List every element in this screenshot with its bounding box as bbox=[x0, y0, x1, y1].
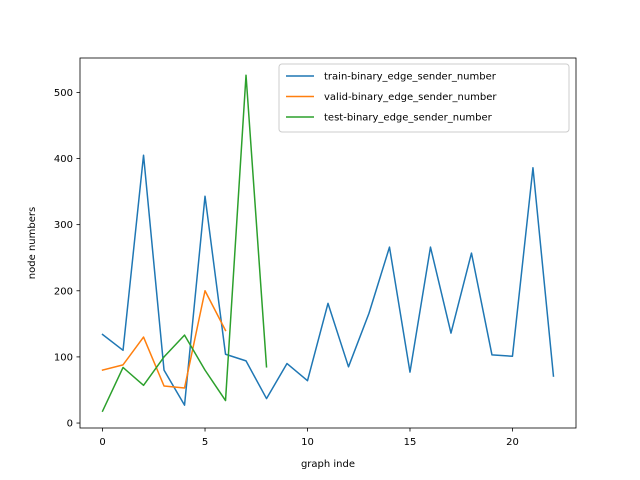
y-tick-label: 400 bbox=[54, 154, 73, 165]
y-tick-label: 500 bbox=[54, 88, 73, 99]
y-tick-label: 0 bbox=[67, 419, 73, 430]
x-tick-label: 0 bbox=[99, 437, 105, 448]
series-layer bbox=[101, 74, 555, 413]
y-axis-label: node numbers bbox=[27, 207, 38, 279]
x-tick-label: 20 bbox=[506, 437, 519, 448]
x-axis-label: graph inde bbox=[301, 459, 355, 470]
y-axis: 0 100 200 300 400 500 bbox=[54, 88, 80, 430]
legend-label-1: valid-binary_edge_sender_number bbox=[324, 92, 497, 103]
series-line-1 bbox=[101, 290, 227, 389]
legend-label-0: train-binary_edge_sender_number bbox=[324, 72, 497, 83]
x-tick-label: 15 bbox=[404, 437, 417, 448]
plot-frame bbox=[79, 57, 577, 429]
x-axis: 0 5 10 15 20 bbox=[99, 428, 519, 448]
x-tick-label: 5 bbox=[202, 437, 208, 448]
series-line-0 bbox=[101, 154, 555, 406]
series-line-2 bbox=[101, 74, 268, 413]
y-tick-label: 200 bbox=[54, 286, 73, 297]
y-tick-label: 100 bbox=[54, 352, 73, 363]
y-tick-label: 300 bbox=[54, 220, 73, 231]
legend-box bbox=[278, 63, 570, 133]
legend-label-2: test-binary_edge_sender_number bbox=[324, 113, 493, 124]
legend: train-binary_edge_sender_number valid-bin… bbox=[278, 63, 570, 133]
x-tick-label: 10 bbox=[301, 437, 314, 448]
